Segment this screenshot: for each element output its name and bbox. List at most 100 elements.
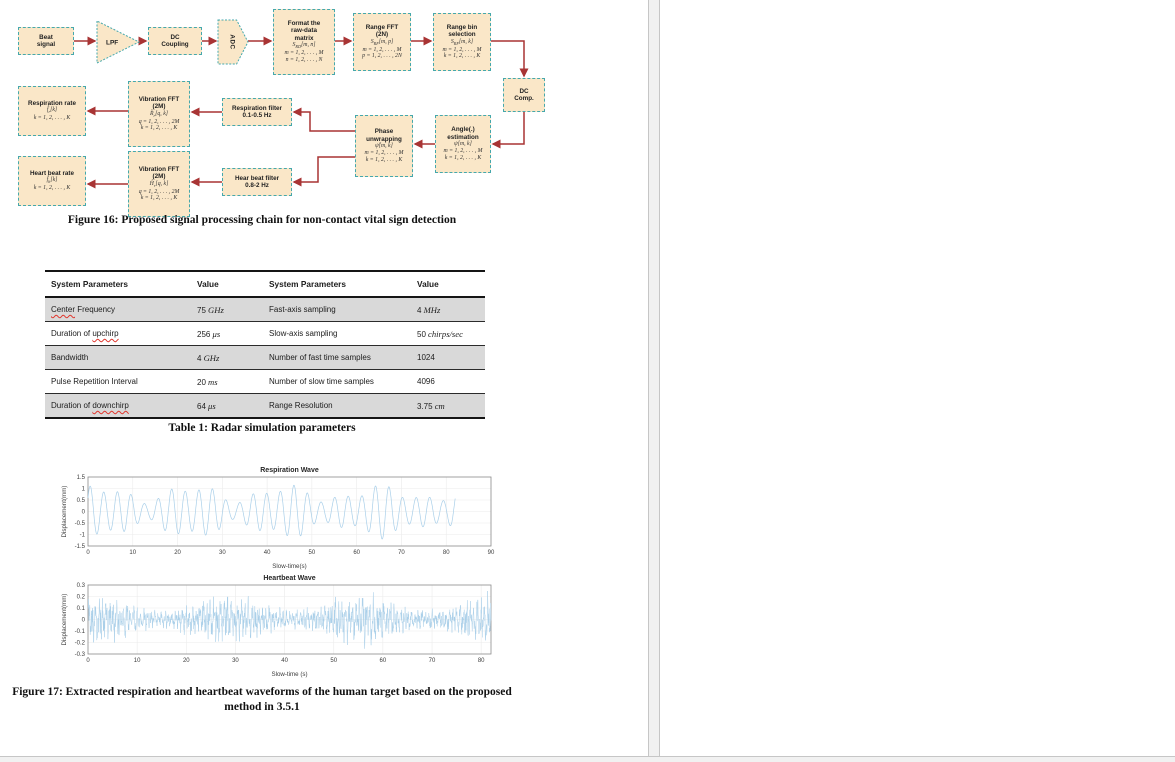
- diagram-node-beat-signal: Beat signal: [18, 27, 74, 55]
- table-cell-value: 1024: [411, 345, 485, 370]
- svg-text:0: 0: [82, 618, 86, 624]
- svg-text:20: 20: [174, 550, 181, 556]
- diagram-node-lpf: [96, 20, 141, 64]
- svg-text:-0.2: -0.2: [75, 641, 86, 647]
- svg-text:0: 0: [86, 550, 90, 556]
- svg-text:0.2: 0.2: [77, 595, 86, 601]
- svg-text:50: 50: [309, 550, 316, 556]
- table-header: System Parameters: [45, 271, 191, 298]
- chart-heartbeat_wave: 0 10 20 30 40 50 60 70 80 -0.3 -0.2 -0.1 0 0.1 0.2 0.3 H…: [61, 575, 492, 678]
- diagram-node-vibration-fft-heart: Vibration FFT (2M) Ĥr[q, k] q = 1, 2, . . …: [128, 151, 190, 217]
- table-cell-value: 50 chirps/sec: [411, 321, 485, 346]
- svg-text:Slow-time(s): Slow-time(s): [272, 563, 306, 570]
- diagram-node-heart-beat-rate: Heart beat rate f̂h[k] k = 1, 2, . . . , K: [18, 156, 86, 206]
- figure17-caption: Figure 17: Extracted respiration and hea…: [12, 686, 512, 713]
- table-cell-value: 64 μs: [191, 393, 263, 418]
- table-header: Value: [411, 271, 485, 298]
- svg-text:60: 60: [380, 658, 387, 664]
- page-bottom-edge: [0, 756, 1175, 762]
- figure16-caption: Figure 16: Proposed signal processing ch…: [67, 214, 457, 226]
- svg-text:ADC: ADC: [229, 34, 236, 49]
- table-cell-parameter: Center Frequency: [45, 296, 191, 322]
- svg-text:40: 40: [264, 550, 271, 556]
- page-left: LPF ADC Beat signal DC Coupling Format the raw-…: [0, 0, 648, 713]
- heartbeat-wave-plot: 0 10 20 30 40 50 60 70 80 -0.3 -0.2 -0.1 0 0.1 0.2 0.3 H…: [58, 572, 503, 678]
- table-cell-value: 4096: [411, 369, 485, 394]
- table-row: Duration of upchirp 256 μs Slow-axis sampl…: [45, 321, 485, 346]
- table-row: Pulse Repetition Interval 20 ms Number of …: [45, 369, 485, 394]
- svg-text:0.5: 0.5: [77, 498, 86, 504]
- table-cell-parameter: Duration of upchirp: [45, 321, 191, 346]
- diagram-arrow: [491, 40, 529, 78]
- svg-text:40: 40: [281, 658, 288, 664]
- table-header: System Parameters: [263, 271, 411, 298]
- diagram-node-adc: [217, 19, 249, 65]
- svg-text:20: 20: [183, 658, 190, 664]
- table-row: Center Frequency 75 GHz Fast-axis sampling…: [45, 296, 485, 322]
- svg-text:Respiration Wave: Respiration Wave: [260, 467, 319, 474]
- diagram-node-range-bin-selection: Range bin selection SRF[m, k] m = 1, 2, . .…: [433, 13, 491, 71]
- svg-text:-0.5: -0.5: [75, 521, 86, 527]
- table-cell-value: 75 GHz: [191, 296, 263, 322]
- svg-text:1: 1: [82, 487, 86, 493]
- table-cell-value: 4 MHz: [411, 296, 485, 322]
- page-right: 0204060801001200500100015002000Breathing…: [660, 0, 1175, 756]
- table-cell-parameter: Number of fast time samples: [263, 345, 411, 370]
- table-cell-parameter: Bandwidth: [45, 345, 191, 370]
- diagram-node-format-raw-data: Format the raw-data matrix SRD[m, n] m = 1, …: [273, 9, 335, 75]
- svg-text:0: 0: [82, 510, 86, 516]
- svg-text:30: 30: [232, 658, 239, 664]
- table-cell-value: 20 ms: [191, 369, 263, 394]
- table-cell-parameter: Fast-axis sampling: [263, 296, 411, 322]
- svg-text:70: 70: [429, 658, 436, 664]
- diagram-arrow: [491, 112, 525, 149]
- figure16-diagram-canvas: LPF ADC: [74, 19, 529, 189]
- svg-text:70: 70: [398, 550, 405, 556]
- table1-caption: Table 1: Radar simulation parameters: [168, 422, 356, 434]
- table-cell-value: 256 μs: [191, 321, 263, 346]
- chart-series-line: [87, 484, 456, 540]
- svg-text:0.3: 0.3: [77, 583, 86, 589]
- diagram-node-angle-estimation: Angle(.) estimation ψ[m, k] m = 1, 2, . . .…: [435, 115, 491, 173]
- table-cell-parameter: Number of slow time samples: [263, 369, 411, 394]
- svg-text:90: 90: [488, 550, 495, 556]
- table-cell-parameter: Pulse Repetition Interval: [45, 369, 191, 394]
- figure16-diagram: LPF ADC Beat signal DC Coupling Format the raw-…: [0, 0, 648, 236]
- table-row: Duration of downchirp 64 μs Range Resoluti…: [45, 393, 485, 418]
- svg-text:50: 50: [330, 658, 337, 664]
- svg-text:10: 10: [129, 550, 136, 556]
- diagram-node-heart-beat-filter: Hear beat filter 0.8-2 Hz: [222, 168, 292, 196]
- svg-text:Displacement(mm): Displacement(mm): [61, 486, 68, 538]
- table-cell-value: 4 GHz: [191, 345, 263, 370]
- diagram-node-range-fft: Range FFT (2N) SRF[m, p] m = 1, 2, . . . , …: [353, 13, 411, 71]
- table-header: Value: [191, 271, 263, 298]
- page-divider: [648, 0, 660, 756]
- svg-text:60: 60: [353, 550, 360, 556]
- diagram-node-respiration-rate: Respiration rate f̂r[k] k = 1, 2, . . . , …: [18, 86, 86, 136]
- svg-text:0: 0: [86, 658, 90, 664]
- diagram-node-dc-comp: DC Comp.: [503, 78, 545, 112]
- table-cell-parameter: Range Resolution: [263, 393, 411, 418]
- svg-text:-0.1: -0.1: [75, 629, 86, 635]
- svg-text:Displacement(mm): Displacement(mm): [61, 594, 68, 646]
- respiration-wave-plot: 0 10 20 30 40 50 60 70 80 90 -1.5 -1 -0.5 0 0.5 1 1.5 Res…: [58, 464, 503, 570]
- diagram-node-vibration-fft-resp: Vibration FFT (2M) R̂r[q, k] q = 1, 2, . . …: [128, 81, 190, 147]
- svg-text:Heartbeat Wave: Heartbeat Wave: [263, 575, 315, 582]
- chart-series-line: [87, 590, 492, 649]
- diagram-node-respiration-filter: Respiration filter 0.1-0.5 Hz: [222, 98, 292, 126]
- svg-text:1.5: 1.5: [77, 475, 86, 481]
- svg-text:-1: -1: [80, 533, 86, 539]
- diagram-arrow: [292, 156, 355, 187]
- svg-text:-0.3: -0.3: [75, 652, 86, 658]
- svg-text:LPF: LPF: [106, 39, 118, 46]
- svg-text:-1.5: -1.5: [75, 544, 86, 550]
- diagram-arrow: [292, 107, 355, 132]
- svg-text:30: 30: [219, 550, 226, 556]
- table-cell-parameter: Duration of downchirp: [45, 393, 191, 418]
- table1-radar-parameters: System Parameters Value System Parameters V…: [45, 270, 485, 419]
- diagram-node-dc-coupling: DC Coupling: [148, 27, 202, 55]
- table-cell-value: 3.75 cm: [411, 393, 485, 418]
- diagram-node-phase-unwrapping: Phase unwrapping ψ̂[m, k] m = 1, 2, . . . ,…: [355, 115, 413, 177]
- svg-text:Slow-time (s): Slow-time (s): [271, 671, 307, 678]
